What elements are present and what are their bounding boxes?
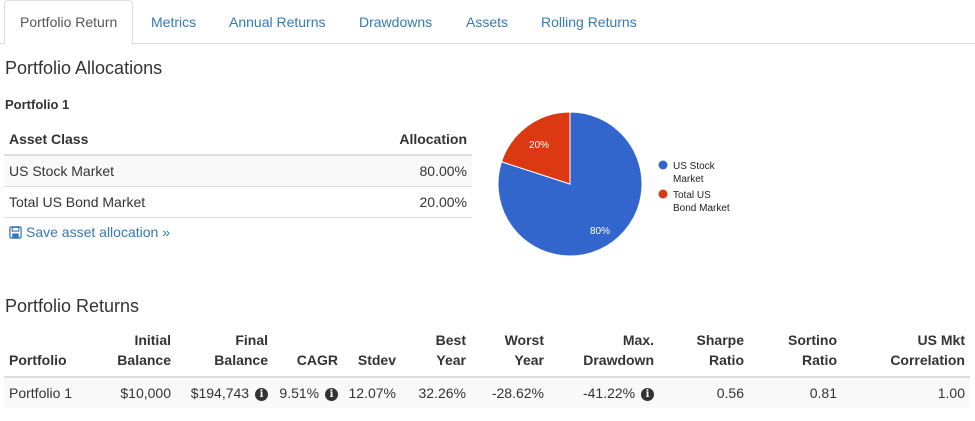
pie-label-20: 20% xyxy=(529,140,549,151)
table-header-row: Asset Class Allocation xyxy=(4,124,472,156)
tab-portfolio-return[interactable]: Portfolio Return xyxy=(4,0,134,45)
table-row: Portfolio 1 $10,000 $194,743 i 9.51% i 1… xyxy=(4,377,970,408)
legend-bond-line1: Total US xyxy=(673,190,711,201)
save-link-label: Save asset allocation » xyxy=(26,224,170,240)
legend-us-stock-line2: Market xyxy=(673,174,704,185)
tab-drawdowns[interactable]: Drawdowns xyxy=(359,14,433,30)
column-header-allocation: Allocation xyxy=(309,124,472,156)
column-header-stdev: Stdev xyxy=(343,328,401,378)
legend-dot-bond xyxy=(658,189,668,199)
floppy-disk-icon xyxy=(9,225,22,239)
pie-slice-bond xyxy=(500,111,571,185)
asset-allocation: 20.00% xyxy=(309,186,472,218)
cell-us-mkt-correlation: 1.00 xyxy=(842,377,970,408)
cell-sharpe-ratio: 0.56 xyxy=(659,377,749,408)
cell-portfolio: Portfolio 1 xyxy=(4,377,94,408)
column-header-best-year: Best Year xyxy=(401,328,471,378)
returns-title: Portfolio Returns xyxy=(5,296,140,316)
cell-max-drawdown: -41.22% i xyxy=(549,377,659,408)
tab-annual-returns[interactable]: Annual Returns xyxy=(229,14,326,30)
cell-worst-year: -28.62% xyxy=(471,377,549,408)
tab-assets[interactable]: Assets xyxy=(466,14,509,30)
column-header-cagr: CAGR xyxy=(273,328,343,378)
column-header-initial-balance: Initial Balance xyxy=(94,328,176,378)
returns-table: Portfolio Initial Balance Final Balance CA… xyxy=(4,328,970,408)
allocations-title: Portfolio Allocations xyxy=(5,58,163,78)
tab-metrics[interactable]: Metrics xyxy=(151,14,197,30)
portfolio-name: Portfolio 1 xyxy=(5,97,70,112)
column-header-sharpe-ratio: Sharpe Ratio xyxy=(659,328,749,378)
asset-allocation: 80.00% xyxy=(309,155,472,187)
legend-dot-us-stock xyxy=(658,160,668,170)
legend-bond-line2: Bond Market xyxy=(673,203,730,214)
cell-sortino-ratio: 0.81 xyxy=(749,377,842,408)
tab-bar: Portfolio Return Metrics Annual Returns … xyxy=(0,0,975,45)
pie-label-80: 80% xyxy=(590,226,610,237)
table-row: Total US Bond Market 20.00% xyxy=(4,186,472,218)
cell-initial-balance: $10,000 xyxy=(94,377,176,408)
pie-slice-us-stock xyxy=(497,111,643,257)
column-header-sortino-ratio: Sortino Ratio xyxy=(749,328,842,378)
column-header-us-mkt-correlation: US Mkt Correlation xyxy=(842,328,970,378)
info-icon[interactable]: i xyxy=(325,388,338,401)
column-header-portfolio: Portfolio xyxy=(4,328,94,378)
cell-best-year: 32.26% xyxy=(401,377,471,408)
allocation-pie-chart: 80% 20% US Stock Market Total US Bond Ma… xyxy=(497,111,730,257)
allocation-table: Asset Class Allocation US Stock Market 8… xyxy=(4,124,472,218)
column-header-max-drawdown: Max. Drawdown xyxy=(549,328,659,378)
table-row: US Stock Market 80.00% xyxy=(4,155,472,187)
column-header-asset-class: Asset Class xyxy=(4,124,310,156)
cell-final-balance: $194,743 i xyxy=(176,377,273,408)
column-header-worst-year: Worst Year xyxy=(471,328,549,378)
tab-rolling-returns[interactable]: Rolling Returns xyxy=(541,14,637,30)
legend-us-stock-line1: US Stock xyxy=(673,161,716,172)
column-header-final-balance: Final Balance xyxy=(176,328,273,378)
save-asset-allocation-link[interactable]: Save asset allocation » xyxy=(9,224,170,240)
cell-cagr: 9.51% i xyxy=(273,377,343,408)
table-header-row: Portfolio Initial Balance Final Balance CA… xyxy=(4,328,970,378)
cell-stdev: 12.07% xyxy=(343,377,401,408)
info-icon[interactable]: i xyxy=(641,388,654,401)
asset-name: Total US Bond Market xyxy=(4,186,310,218)
info-icon[interactable]: i xyxy=(255,388,268,401)
asset-name: US Stock Market xyxy=(4,155,310,187)
